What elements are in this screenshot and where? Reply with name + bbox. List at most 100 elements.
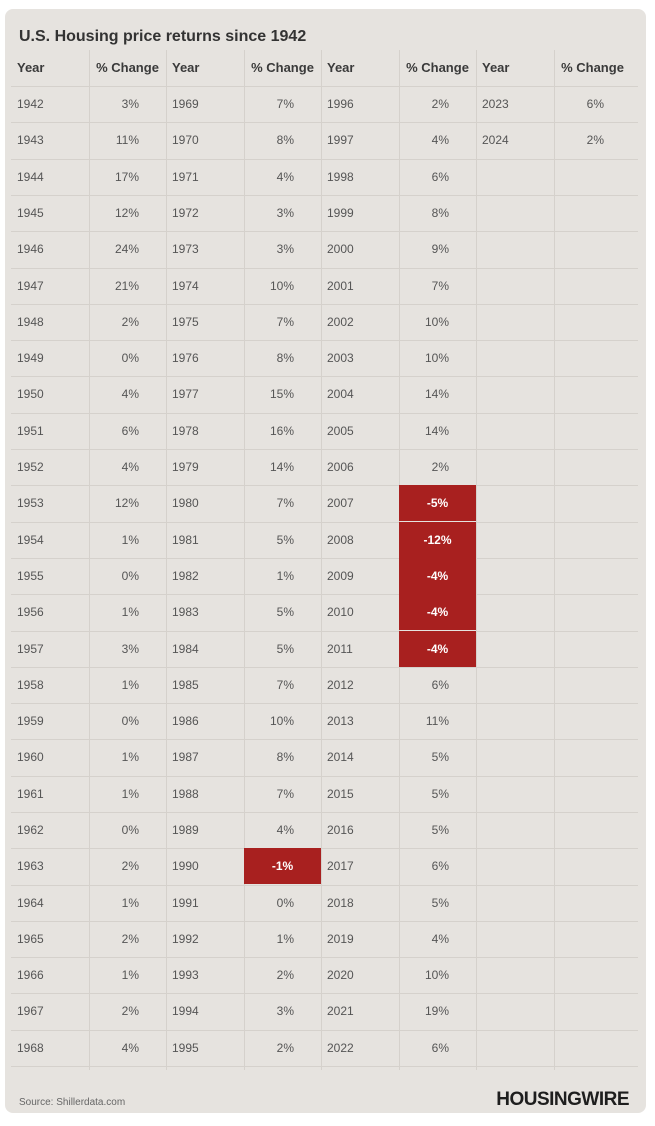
table-cell-change: 14%	[424, 387, 449, 401]
column-header-year: Year	[17, 60, 45, 75]
table-cell-change: 7%	[276, 787, 294, 801]
table-cell-year: 1974	[172, 279, 199, 293]
table-cell-year: 1966	[17, 968, 44, 982]
table-cell-year: 2021	[327, 1004, 354, 1018]
table-cell-change: 0%	[121, 351, 139, 365]
table-cell-change: 7%	[276, 678, 294, 692]
table-cell-year: 1943	[17, 133, 44, 147]
row-divider	[11, 413, 638, 414]
table-cell-change: 1%	[276, 932, 294, 946]
row-divider	[11, 993, 638, 994]
table-cell-year: 1981	[172, 533, 199, 547]
row-divider	[11, 667, 638, 668]
table-cell-year: 1953	[17, 496, 44, 510]
table-cell-year: 1987	[172, 750, 199, 764]
housingwire-logo: HOUSINGWIRE	[496, 1089, 629, 1110]
table-cell-year: 1967	[17, 1004, 44, 1018]
table-cell-change-negative: -5%	[399, 485, 476, 521]
row-divider	[11, 594, 638, 595]
row-divider	[11, 703, 638, 704]
table-cell-year: 2024	[482, 133, 509, 147]
table-cell-change: 4%	[276, 823, 294, 837]
table-cell-change: 5%	[431, 896, 449, 910]
table-cell-year: 2003	[327, 351, 354, 365]
row-divider	[11, 1030, 638, 1031]
table-cell-year: 1946	[17, 242, 44, 256]
table-cell-change: 16%	[269, 424, 294, 438]
table-cell-change: 10%	[424, 315, 449, 329]
table-header-row: Year % Change Year % Change Year % Change Year…	[11, 50, 638, 86]
table-cell-year: 1997	[327, 133, 354, 147]
table-cell-change: 6%	[431, 170, 449, 184]
table-cell-change: 5%	[431, 750, 449, 764]
table-cell-change: 19%	[424, 1004, 449, 1018]
table-cell-change: 0%	[121, 569, 139, 583]
table-cell-year: 2017	[327, 859, 354, 873]
row-divider	[11, 195, 638, 196]
table-cell-year: 1992	[172, 932, 199, 946]
table-cell-change: 5%	[276, 642, 294, 656]
table-cell-year: 1945	[17, 206, 44, 220]
table-cell-year: 2018	[327, 896, 354, 910]
table-cell-year: 1956	[17, 605, 44, 619]
table-cell-year: 1991	[172, 896, 199, 910]
table-cell-change: 1%	[121, 605, 139, 619]
table-cell-year: 2022	[327, 1041, 354, 1055]
table-cell-year: 1994	[172, 1004, 199, 1018]
table-cell-year: 1989	[172, 823, 199, 837]
table-cell-year: 2016	[327, 823, 354, 837]
table-cell-year: 1942	[17, 97, 44, 111]
row-divider	[11, 776, 638, 777]
column-header-year: Year	[172, 60, 200, 75]
table-cell-year: 1972	[172, 206, 199, 220]
column-header-change: % Change	[406, 60, 469, 75]
table-cell-year: 1964	[17, 896, 44, 910]
table-cell-change: 5%	[431, 823, 449, 837]
table-cell-year: 1963	[17, 859, 44, 873]
row-divider	[11, 231, 638, 232]
column-divider	[166, 50, 167, 1070]
table-cell-change: 4%	[121, 1041, 139, 1055]
table-cell-change: 3%	[121, 642, 139, 656]
table-cell-year: 1952	[17, 460, 44, 474]
row-divider	[11, 848, 638, 849]
table-cell-year: 2005	[327, 424, 354, 438]
table-cell-year: 2006	[327, 460, 354, 474]
table-cell-change: 11%	[425, 714, 449, 728]
row-divider	[11, 304, 638, 305]
table-cell-change: 14%	[424, 424, 449, 438]
table-cell-change: 2%	[586, 133, 604, 147]
table-cell-change: 10%	[269, 279, 294, 293]
table-cell-change: 12%	[114, 496, 139, 510]
table-cell-year: 2007	[327, 496, 354, 510]
table-cell-change: 1%	[121, 678, 139, 692]
table-cell-year: 2020	[327, 968, 354, 982]
table-cell-change: 1%	[121, 968, 139, 982]
table-cell-year: 1977	[172, 387, 199, 401]
table-cell-change: 0%	[276, 896, 294, 910]
table-cell-change: 8%	[431, 206, 449, 220]
table-cell-change: 7%	[431, 279, 449, 293]
table-cell-change: 8%	[276, 351, 294, 365]
table-cell-year: 1979	[172, 460, 199, 474]
table-cell-year: 1982	[172, 569, 199, 583]
table-cell-change: 2%	[121, 1004, 139, 1018]
table-cell-change: 4%	[276, 170, 294, 184]
table-cell-year: 1975	[172, 315, 199, 329]
table-cell-change: 11%	[115, 133, 139, 147]
table-cell-year: 2001	[327, 279, 354, 293]
table-cell-year: 1965	[17, 932, 44, 946]
table-cell-change: 14%	[269, 460, 294, 474]
column-header-year: Year	[327, 60, 355, 75]
row-divider	[11, 159, 638, 160]
table-cell-change: 10%	[269, 714, 294, 728]
table-cell-change: 1%	[121, 896, 139, 910]
table-cell-change: 3%	[276, 206, 294, 220]
table-cell-year: 1976	[172, 351, 199, 365]
column-divider	[476, 50, 477, 1070]
table-cell-change: 8%	[276, 133, 294, 147]
table-cell-change: 3%	[276, 1004, 294, 1018]
table-cell-year: 1983	[172, 605, 199, 619]
row-divider	[11, 631, 638, 632]
row-divider	[11, 122, 638, 123]
